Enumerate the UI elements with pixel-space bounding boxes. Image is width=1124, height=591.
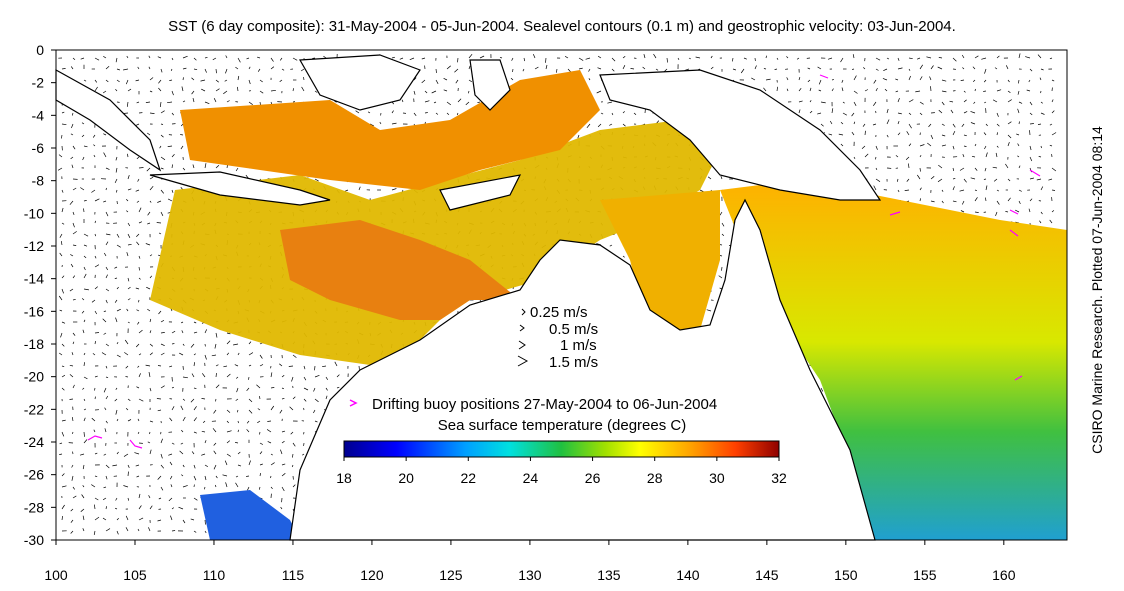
latitude-axis: 0 -2 -4 -6 -8 -10 -12 -14 -16 -18 -20 -22 -24 -26 -28 -… [24,42,56,548]
buoy-legend-label: Drifting buoy positions 27-May-2004 to 0… [372,396,717,413]
y-tick-label: -2 [32,75,45,91]
colorbar: Sea surface temperature (degrees C) 18 20… [336,417,787,486]
colorbar-tick-label: 30 [709,470,725,486]
colorbar-tick-label: 18 [336,470,352,486]
y-tick-label: -24 [24,434,44,450]
velocity-legend-item: 0.25 m/s [521,304,588,321]
y-tick-label: -30 [24,532,44,548]
colorbar-tick-label: 32 [771,470,787,486]
x-tick-label: 160 [992,567,1016,583]
velocity-legend-item: 1.5 m/s [517,354,598,371]
sulawesi-land [469,59,511,111]
buoy-marker-icon [349,399,358,407]
colorbar-tick-label: 28 [647,470,663,486]
buoy-tracks [87,74,1041,449]
x-tick-label: 120 [360,567,384,583]
y-tick-label: -18 [24,336,44,352]
x-tick-label: 110 [203,567,226,583]
y-tick-label: 0 [36,42,44,58]
y-tick-label: -20 [24,369,44,385]
x-tick-label: 100 [44,567,68,583]
velocity-legend-item: 1 m/s [518,337,597,354]
sst-swath-west [150,120,720,365]
colorbar-tick-label: 22 [460,470,476,486]
y-tick-label: -10 [24,205,44,221]
new-guinea-land [599,69,882,201]
x-tick-label: 155 [913,567,937,583]
buoy-legend: Drifting buoy positions 27-May-2004 to 0… [349,396,717,413]
map-plot-area [55,49,1068,541]
x-tick-label: 130 [518,567,542,583]
timor-land [439,174,522,211]
colorbar-label: Sea surface temperature (degrees C) [438,417,686,434]
colorbar-tick-label: 24 [523,470,539,486]
x-tick-label: 125 [439,567,463,583]
x-tick-label: 145 [755,567,779,583]
sumatra-land [55,68,162,172]
y-tick-label: -26 [24,467,44,483]
credit-note: CSIRO Marine Research. Plotted 07-Jun-20… [1089,126,1105,454]
x-tick-label: 105 [123,567,147,583]
colorbar-tick-label: 26 [585,470,601,486]
sst-coral-sea [720,180,1067,540]
y-tick-label: -16 [24,303,44,319]
y-tick-label: -6 [32,140,45,156]
colorbar-gradient [343,440,780,458]
y-tick-label: -12 [24,238,44,254]
y-tick-label: -4 [32,107,45,123]
x-tick-label: 135 [597,567,621,583]
sst-gulf [600,190,720,335]
y-tick-label: -22 [24,401,44,417]
x-tick-label: 115 [282,567,305,583]
x-tick-label: 140 [676,567,700,583]
borneo-land [299,54,421,111]
y-tick-label: -28 [24,499,44,515]
sst-south-west-patch [200,490,300,540]
velocity-legend-label: 1.5 m/s [549,354,598,371]
y-tick-label: -8 [32,173,45,189]
velocity-legend-item: 0.5 m/s [519,321,598,338]
sst-warm-patch-2 [280,220,520,320]
colorbar-tick-label: 20 [398,470,414,486]
velocity-legend: 0.25 m/s 0.5 m/s 1 m/s 1.5 m/s [517,304,598,371]
longitude-axis: 100 105 110 115 120 125 130 135 140 145 150 155 160 [44,540,1016,583]
x-tick-label: 150 [834,567,858,583]
velocity-legend-label: 0.5 m/s [549,321,598,338]
java-land [149,171,331,206]
velocity-legend-label: 1 m/s [560,337,597,354]
velocity-legend-label: 0.25 m/s [530,304,588,321]
y-tick-label: -14 [24,271,44,287]
map-title: SST (6 day composite): 31-May-2004 - 05-… [168,18,956,35]
